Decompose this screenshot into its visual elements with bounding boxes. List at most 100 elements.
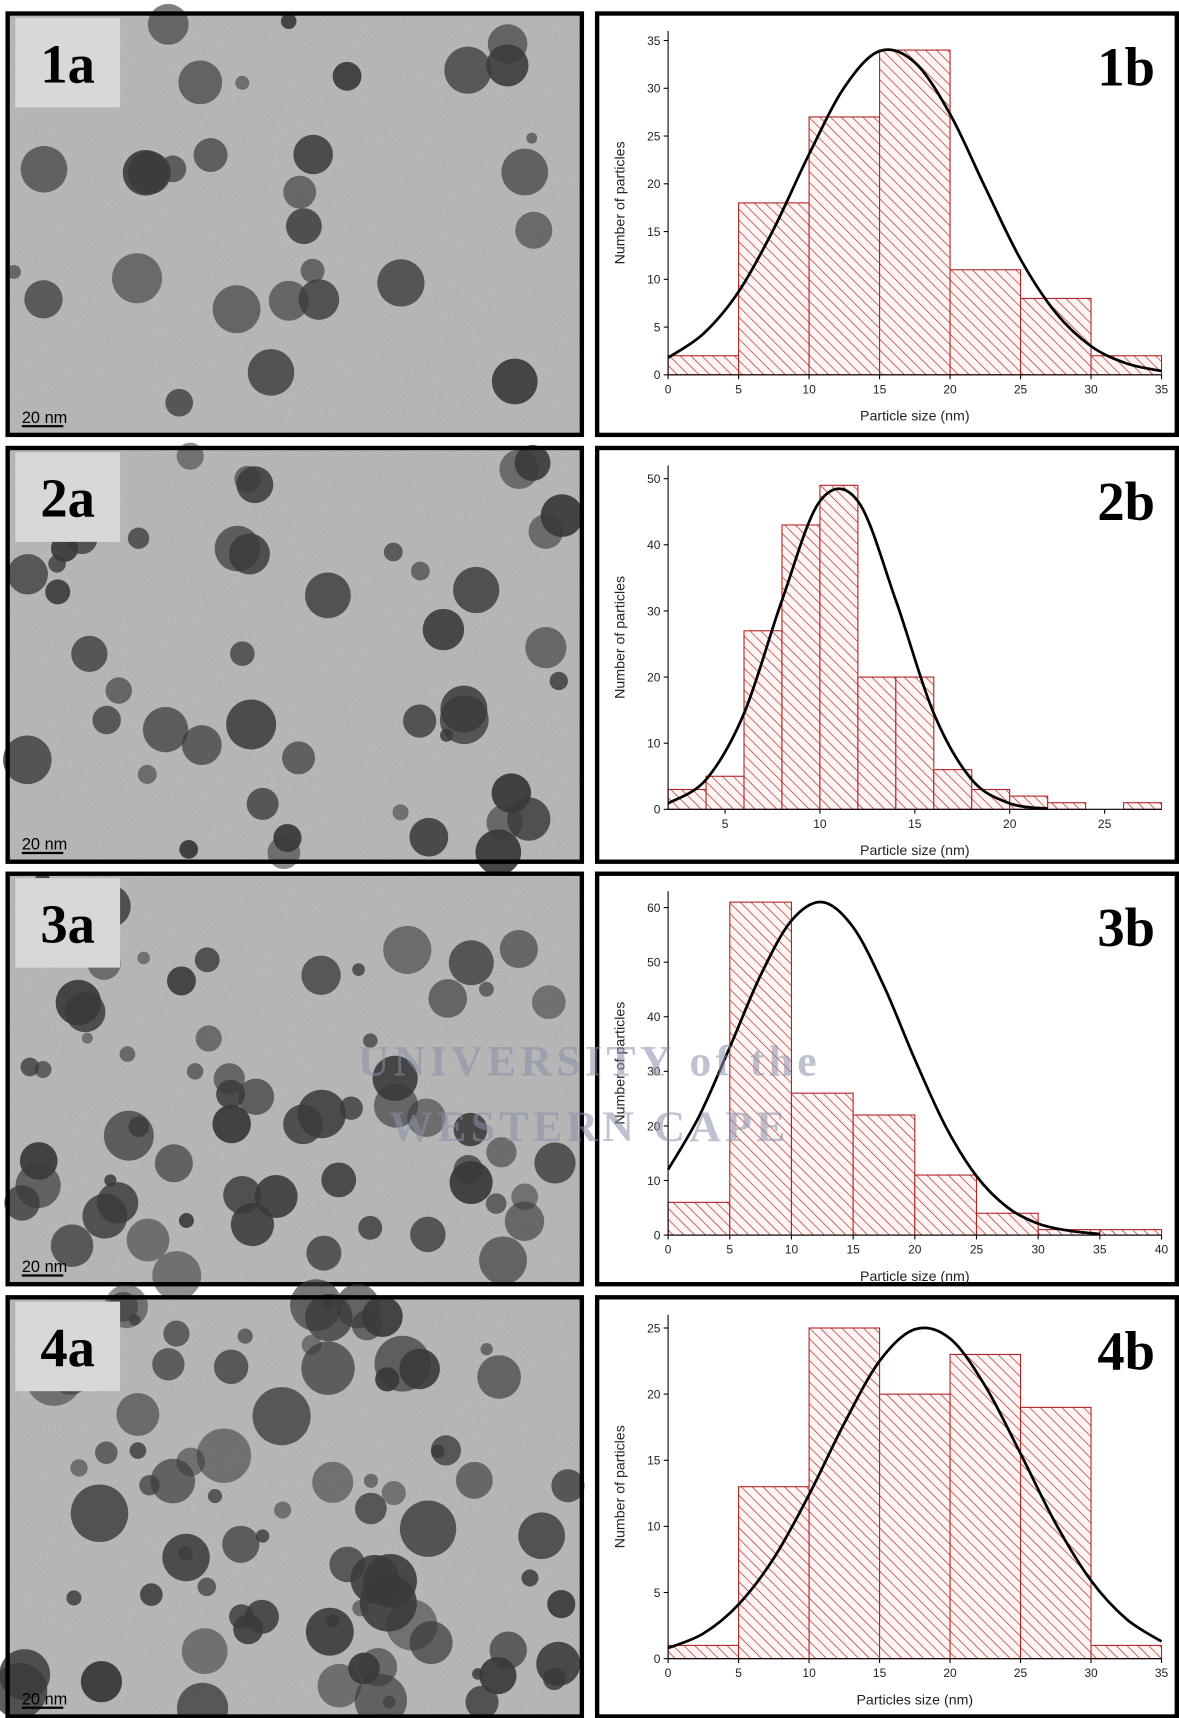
particle bbox=[491, 773, 532, 813]
x-tick-label: 20 bbox=[1003, 817, 1017, 831]
bar bbox=[933, 769, 973, 810]
particle bbox=[140, 1583, 163, 1606]
particle bbox=[255, 1529, 270, 1543]
y-tick-label: 5 bbox=[654, 320, 661, 334]
particle bbox=[410, 1216, 446, 1253]
x-tick-label: 0 bbox=[665, 382, 672, 396]
particle bbox=[499, 449, 539, 490]
particle bbox=[526, 132, 538, 144]
chart-label: 2b bbox=[1097, 471, 1155, 532]
particle bbox=[363, 1473, 379, 1488]
y-tick-label: 60 bbox=[647, 901, 661, 915]
particle bbox=[332, 61, 362, 91]
particle bbox=[282, 741, 316, 775]
x-tick-label: 30 bbox=[1084, 382, 1098, 396]
x-tick-label: 30 bbox=[1084, 1666, 1098, 1680]
particle bbox=[280, 13, 297, 30]
particle bbox=[549, 671, 568, 691]
bar bbox=[949, 269, 1022, 376]
particle bbox=[359, 1574, 417, 1632]
particle bbox=[317, 1663, 362, 1708]
bar bbox=[914, 1174, 978, 1236]
particle bbox=[193, 138, 228, 173]
particle bbox=[551, 1469, 585, 1503]
bar bbox=[971, 788, 1011, 810]
particle bbox=[383, 925, 432, 974]
y-tick-label: 30 bbox=[647, 82, 661, 96]
particle bbox=[96, 1182, 139, 1224]
bar bbox=[781, 524, 821, 810]
x-tick-label: 25 bbox=[1014, 382, 1028, 396]
x-axis-label: Particle size (nm) bbox=[860, 1269, 970, 1285]
particle bbox=[355, 1492, 387, 1525]
scale-label: 20 nm bbox=[22, 1258, 67, 1276]
y-tick-label: 15 bbox=[647, 225, 661, 239]
particle bbox=[305, 1607, 354, 1656]
particle bbox=[465, 1685, 499, 1718]
y-tick-label: 0 bbox=[654, 803, 661, 817]
panel-label: 3a bbox=[40, 894, 95, 955]
y-axis-label: Number of particles bbox=[612, 576, 628, 699]
particle bbox=[329, 1546, 366, 1583]
bar bbox=[975, 1212, 1039, 1236]
x-tick-label: 10 bbox=[813, 817, 827, 831]
particle bbox=[147, 3, 189, 45]
particle bbox=[410, 561, 430, 581]
particle bbox=[540, 494, 584, 537]
scale-label: 20 nm bbox=[22, 836, 67, 854]
particle bbox=[283, 1104, 323, 1145]
particle bbox=[163, 1320, 190, 1347]
scale-label: 20 nm bbox=[22, 1690, 67, 1708]
particle bbox=[128, 1314, 141, 1326]
x-tick-label: 15 bbox=[908, 817, 922, 831]
particle bbox=[237, 1328, 253, 1344]
particle bbox=[293, 134, 333, 175]
bar bbox=[857, 676, 897, 810]
bar bbox=[667, 355, 740, 376]
particle bbox=[374, 1335, 431, 1392]
particle bbox=[165, 388, 194, 417]
x-tick-label: 5 bbox=[726, 1243, 733, 1257]
y-tick-label: 40 bbox=[647, 538, 661, 552]
x-tick-label: 15 bbox=[846, 1243, 860, 1257]
particle bbox=[499, 929, 538, 969]
particle bbox=[178, 60, 223, 105]
particle bbox=[290, 1279, 342, 1332]
particle bbox=[479, 1236, 527, 1285]
particle bbox=[301, 955, 341, 996]
particle bbox=[358, 1647, 398, 1687]
particle bbox=[312, 1461, 354, 1503]
particle bbox=[181, 725, 222, 765]
x-tick-label: 5 bbox=[735, 1666, 742, 1680]
particle bbox=[422, 608, 465, 651]
particle bbox=[504, 1201, 545, 1242]
particle bbox=[222, 1525, 260, 1563]
particle bbox=[234, 465, 261, 493]
bar bbox=[808, 1327, 881, 1660]
particle bbox=[534, 1142, 576, 1184]
panel-label: 1a bbox=[40, 33, 95, 94]
x-tick-label: 10 bbox=[802, 1666, 816, 1680]
x-tick-label: 35 bbox=[1093, 1243, 1107, 1257]
particle bbox=[358, 1215, 383, 1240]
particle bbox=[273, 823, 302, 853]
x-tick-label: 15 bbox=[873, 1666, 887, 1680]
bar bbox=[852, 1114, 916, 1236]
particle bbox=[486, 1137, 517, 1168]
y-tick-label: 50 bbox=[647, 472, 661, 486]
x-axis-label: Particles size (nm) bbox=[856, 1692, 973, 1708]
label-box bbox=[15, 452, 121, 542]
x-tick-label: 20 bbox=[908, 1243, 922, 1257]
particle bbox=[70, 1459, 88, 1477]
x-tick-label: 0 bbox=[665, 1243, 672, 1257]
particle bbox=[477, 1355, 521, 1399]
particle bbox=[235, 75, 250, 90]
particle bbox=[480, 1343, 493, 1356]
particle bbox=[66, 1590, 82, 1606]
particle bbox=[65, 991, 106, 1033]
particle bbox=[268, 280, 309, 321]
particle bbox=[547, 1590, 576, 1619]
particle bbox=[254, 1174, 298, 1218]
